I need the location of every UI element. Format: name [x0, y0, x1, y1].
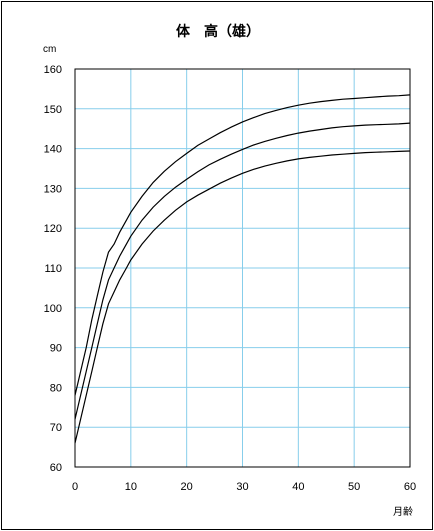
y-tick-label: 60 [50, 462, 62, 474]
series-lines [74, 94, 411, 444]
series-line-1 [74, 94, 411, 396]
tick-labels: 60 70 80 90 100 110 120 130 140 150 160 0 10 20 30 40 50… [44, 64, 416, 493]
x-tick-label: 30 [236, 481, 248, 493]
y-tick-label: 100 [44, 303, 62, 315]
chart-title: 体 高（雄） [176, 23, 260, 39]
series-line-3 [74, 150, 411, 444]
plot-border [74, 68, 411, 468]
y-tick-label: 80 [50, 382, 62, 394]
y-tick-label: 90 [50, 343, 62, 355]
x-tick-label: 10 [125, 481, 137, 493]
x-tick-label: 0 [72, 481, 78, 493]
y-axis-unit-label: cm [43, 44, 56, 55]
y-tick-label: 110 [44, 263, 62, 275]
x-tick-label: 40 [292, 481, 304, 493]
x-axis-label: 月齢 [393, 505, 413, 518]
y-tick-label: 120 [44, 223, 62, 235]
series-line-2 [74, 122, 411, 420]
x-tick-label: 50 [348, 481, 360, 493]
y-tick-label: 130 [44, 183, 62, 195]
grid-lines [75, 69, 410, 467]
x-tick-label: 60 [404, 481, 416, 493]
x-tick-label: 20 [181, 481, 193, 493]
y-tick-label: 70 [50, 422, 62, 434]
y-tick-label: 150 [44, 104, 62, 116]
y-tick-label: 140 [44, 144, 62, 156]
y-tick-label: 160 [44, 64, 62, 76]
